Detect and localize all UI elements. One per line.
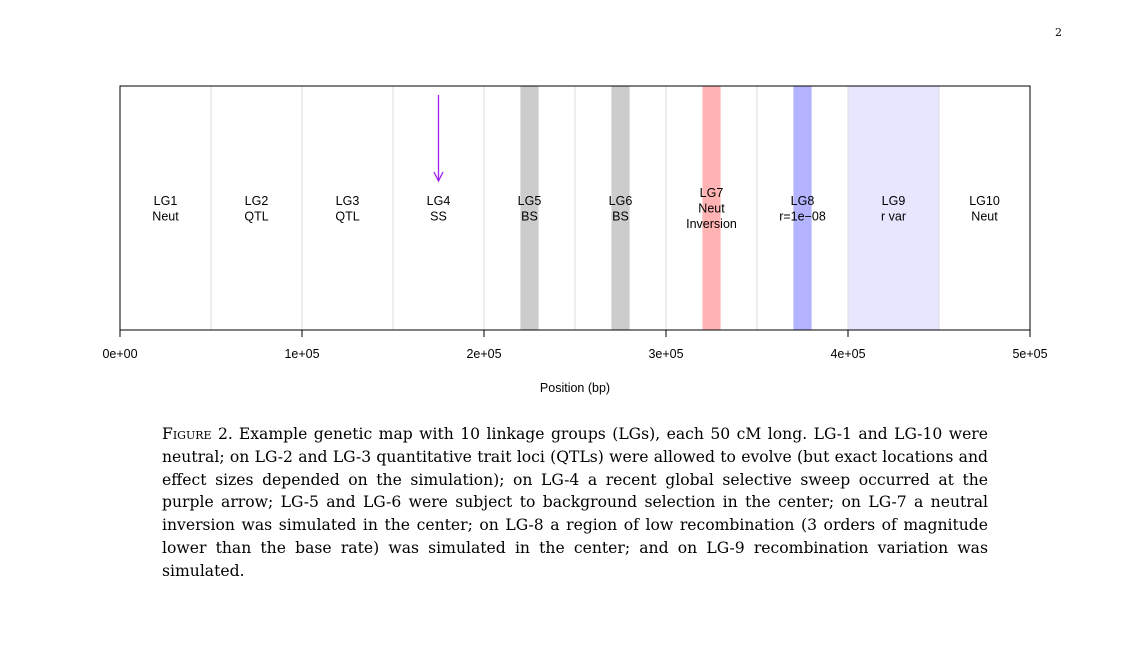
sweep-arrow-group — [433, 95, 444, 183]
lg-label-2: LG2 QTL — [244, 194, 268, 224]
region-2 — [611, 86, 630, 330]
lg-label-4-line-2: SS — [430, 209, 447, 223]
lg-label-7-line-3: Inversion — [686, 217, 737, 231]
x-tick-label-4: 3e+05 — [648, 347, 683, 361]
region-5 — [848, 86, 939, 330]
x-axis: 0e+00 1e+05 2e+05 3e+05 4e+05 5e+05 — [102, 329, 1048, 361]
lg-label-8-line-2: r=1e−08 — [779, 209, 826, 223]
lg-label-8-line-1: LG8 — [791, 194, 815, 208]
lg-label-7: LG7 Neut Inversion — [686, 186, 737, 231]
lg-label-6-line-1: LG6 — [609, 194, 633, 208]
lg-label-1-line-1: LG1 — [154, 194, 178, 208]
lg-label-10-line-1: LG10 — [969, 194, 1000, 208]
linkage-group-boundaries — [210, 86, 940, 330]
lg-label-9-line-2: r var — [881, 209, 906, 223]
x-tick-label-3: 2e+05 — [466, 347, 501, 361]
lg-label-5-line-2: BS — [521, 209, 538, 223]
lg-label-1-line-2: Neut — [152, 209, 179, 223]
sweep-arrow-head — [433, 171, 444, 183]
lg-label-9: LG9 r var — [881, 194, 906, 224]
lg-label-3-line-2: QTL — [335, 209, 359, 223]
region-4 — [793, 86, 812, 330]
lg-label-1: LG1 Neut — [152, 194, 179, 224]
lg-label-6: LG6 BS — [609, 194, 633, 224]
lg-label-10: LG10 Neut — [969, 194, 1000, 224]
figure-caption: Figure 2. Example genetic map with 10 lin… — [162, 423, 988, 583]
caption-text: Example genetic map with 10 linkage grou… — [162, 425, 988, 580]
x-tick-label-2: 1e+05 — [284, 347, 319, 361]
lg-label-3-line-1: LG3 — [336, 194, 360, 208]
highlighted-regions — [520, 86, 939, 330]
x-tick-label-1: 0e+00 — [102, 347, 137, 361]
lg-label-9-line-1: LG9 — [882, 194, 906, 208]
lg-label-4: LG4 SS — [427, 194, 451, 224]
lg-label-10-line-2: Neut — [971, 209, 998, 223]
region-1 — [520, 86, 539, 330]
lg-label-2-line-2: QTL — [244, 209, 268, 223]
lg-label-4-line-1: LG4 — [427, 194, 451, 208]
caption-label: Figure 2. — [162, 425, 233, 443]
lg-label-2-line-1: LG2 — [245, 194, 269, 208]
lg-label-7-line-2: Neut — [698, 202, 725, 216]
x-tick-label-6: 5e+05 — [1012, 347, 1047, 361]
x-axis-label: Position (bp) — [540, 381, 610, 395]
lg-label-5-line-1: LG5 — [518, 194, 542, 208]
lg-label-3: LG3 QTL — [335, 194, 359, 224]
x-tick-label-5: 4e+05 — [830, 347, 865, 361]
lg-label-7-line-1: LG7 — [700, 186, 724, 200]
page-number: 2 — [1055, 26, 1062, 39]
region-3 — [702, 86, 721, 330]
lg-label-5: LG5 BS — [518, 194, 542, 224]
lg-label-8: LG8 r=1e−08 — [779, 194, 826, 224]
lg-label-6-line-2: BS — [612, 209, 629, 223]
